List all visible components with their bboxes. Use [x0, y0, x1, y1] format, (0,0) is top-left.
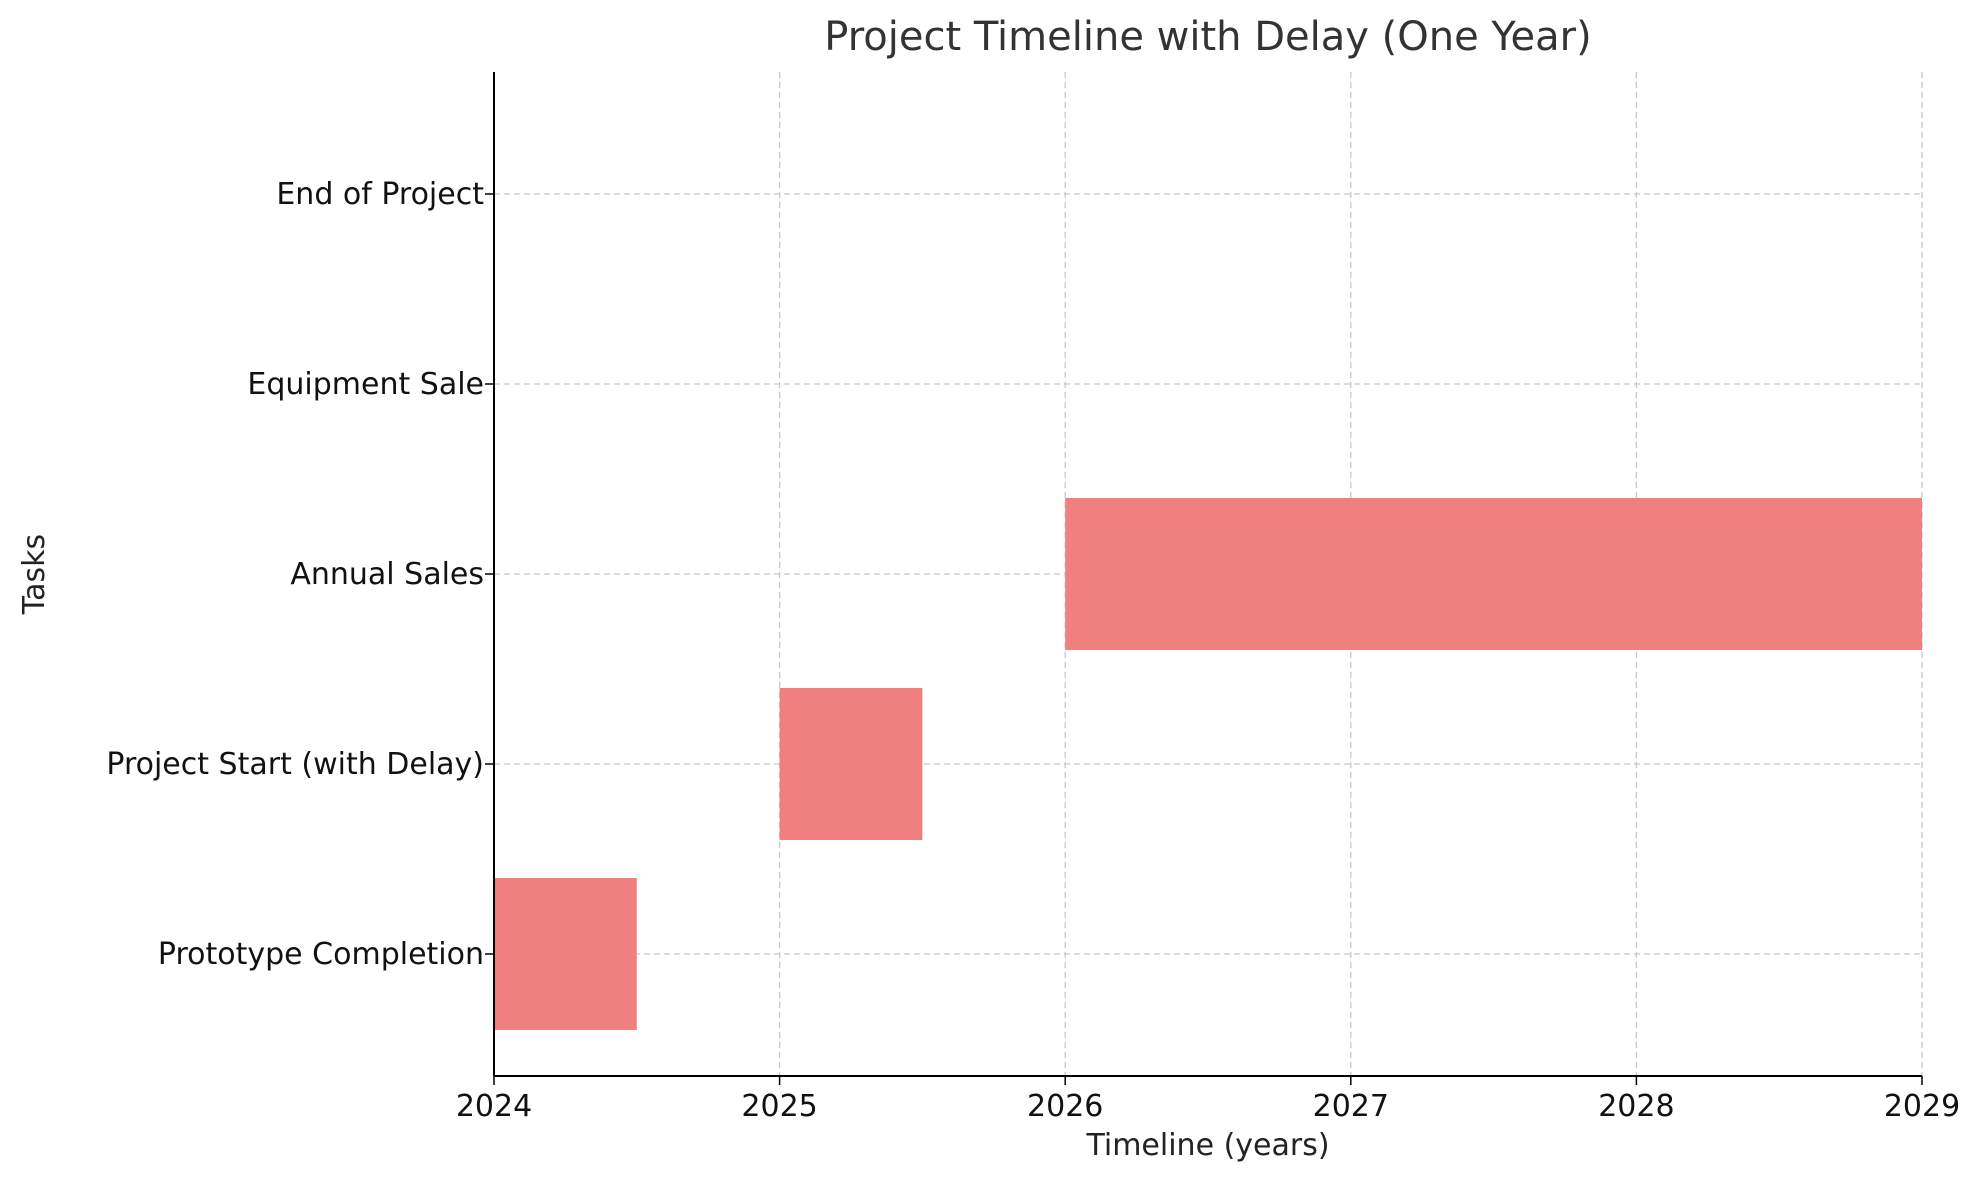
- x-tick-label: 2028: [1598, 1089, 1674, 1124]
- task-bar: [779, 688, 923, 840]
- task-bar: [494, 878, 637, 1030]
- y-tick-label: Prototype Completion: [158, 937, 484, 972]
- x-tick-label: 2029: [1884, 1089, 1960, 1124]
- y-tick-label: Annual Sales: [290, 557, 484, 592]
- task-bar: [1065, 498, 1922, 650]
- y-tick-label: End of Project: [276, 177, 484, 212]
- y-tick-label: Project Start (with Delay): [106, 747, 484, 782]
- chart-title: Project Timeline with Delay (One Year): [824, 14, 1591, 60]
- tick-labels: 2024 2025 2026 2027 2028 2029 Prototype Comple…: [106, 177, 1960, 1124]
- x-axis-title: Timeline (years): [1085, 1128, 1329, 1163]
- x-tick-label: 2026: [1027, 1089, 1103, 1124]
- x-tick-label: 2027: [1313, 1089, 1389, 1124]
- task-bars: [494, 498, 1922, 1030]
- x-tick-label: 2025: [741, 1089, 817, 1124]
- y-tick-label: Equipment Sale: [247, 367, 484, 402]
- y-axis-title: Tasks: [17, 534, 52, 615]
- x-tick-label: 2024: [456, 1089, 532, 1124]
